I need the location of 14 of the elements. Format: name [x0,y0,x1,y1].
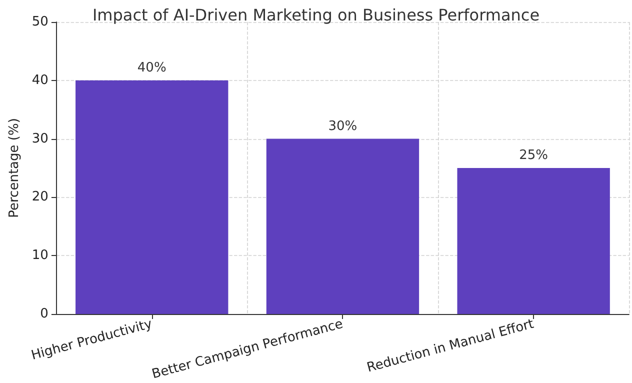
y-axis-title: Percentage (%) [7,118,22,218]
bar [457,168,610,314]
data-label: 30% [328,118,358,134]
bar [76,80,228,314]
y-tick-label: 10 [32,248,48,264]
data-label: 40% [137,60,166,76]
y-tick-label: 50 [32,14,48,30]
y-tick-label: 30 [32,131,48,146]
chart-title: Impact of AI-Driven Marketing on Business Performance [92,6,540,24]
y-tick-label: 20 [32,190,48,205]
data-label: 25% [519,148,548,163]
bar [266,138,420,314]
y-tick-label: 0 [40,306,48,322]
y-tick-label: 40 [32,72,48,88]
